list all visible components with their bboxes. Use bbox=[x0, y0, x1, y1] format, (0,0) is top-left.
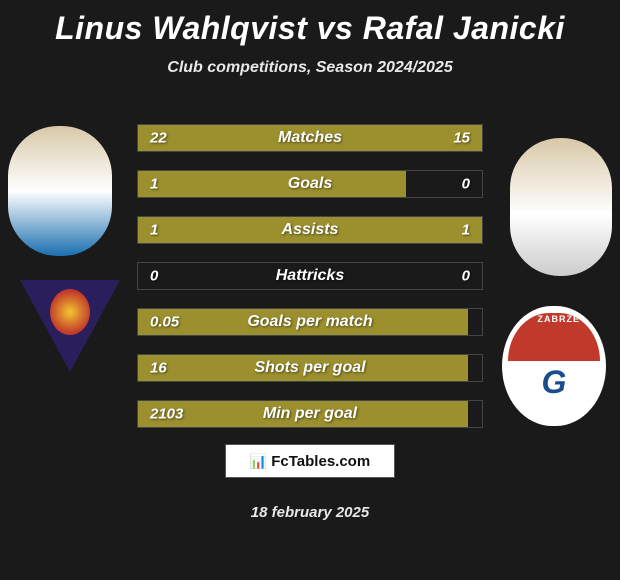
stat-row: 22Matches15 bbox=[137, 124, 483, 152]
stat-row: 2103Min per goal bbox=[137, 400, 483, 428]
stat-bars: 22Matches151Goals01Assists10Hattricks00.… bbox=[137, 124, 483, 446]
stat-row: 1Goals0 bbox=[137, 170, 483, 198]
player-photo-right bbox=[510, 138, 612, 276]
club-label-right: ZABRZE bbox=[538, 314, 581, 324]
bar-label: Goals bbox=[138, 175, 482, 193]
stat-row: 0Hattricks0 bbox=[137, 262, 483, 290]
stat-row: 1Assists1 bbox=[137, 216, 483, 244]
bar-label: Shots per goal bbox=[138, 359, 482, 377]
bar-label: Goals per match bbox=[138, 313, 482, 331]
club-logo-left bbox=[20, 280, 120, 372]
bar-label: Min per goal bbox=[138, 405, 482, 423]
stat-row: 16Shots per goal bbox=[137, 354, 483, 382]
player-photo-left bbox=[8, 126, 112, 256]
brand-box[interactable]: 📊 FcTables.com bbox=[225, 444, 395, 478]
brand-icon: 📊 bbox=[250, 453, 267, 470]
club-logo-right bbox=[502, 306, 606, 426]
bar-value-right: 0 bbox=[462, 176, 470, 193]
bar-label: Matches bbox=[138, 129, 482, 147]
date-text: 18 february 2025 bbox=[0, 504, 620, 521]
bar-label: Assists bbox=[138, 221, 482, 239]
brand-text: FcTables.com bbox=[271, 453, 370, 470]
stat-row: 0.05Goals per match bbox=[137, 308, 483, 336]
page-title: Linus Wahlqvist vs Rafal Janicki bbox=[0, 0, 620, 47]
bar-value-right: 15 bbox=[453, 130, 470, 147]
bar-label: Hattricks bbox=[138, 267, 482, 285]
bar-value-right: 0 bbox=[462, 268, 470, 285]
page-subtitle: Club competitions, Season 2024/2025 bbox=[0, 59, 620, 77]
bar-value-right: 1 bbox=[462, 222, 470, 239]
